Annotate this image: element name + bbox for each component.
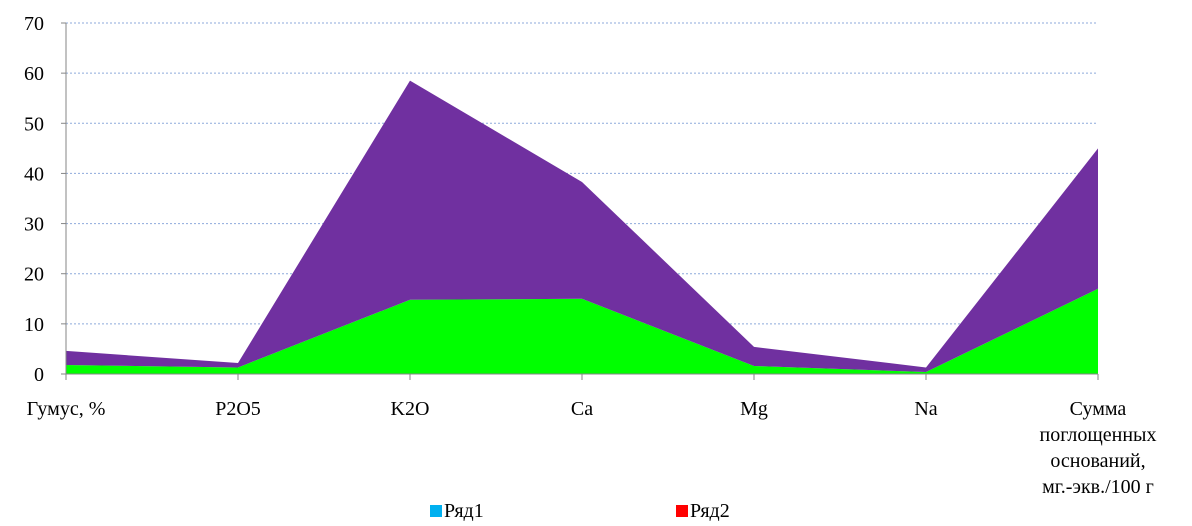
legend: Ряд1 Ряд2 (430, 500, 730, 522)
legend-label-2: Ряд2 (690, 500, 730, 522)
x-tick-label-line: K2O (391, 398, 430, 420)
x-tick-label-line: оснований, (1050, 450, 1145, 472)
legend-swatch-1 (430, 505, 442, 517)
x-tick-label: Na (914, 398, 937, 420)
x-tick-label: P2O5 (215, 398, 261, 420)
y-tick-label: 40 (24, 163, 44, 185)
x-tick-label-line: поглощенных (1040, 424, 1157, 446)
x-tick-label: Сумма поглощенных оснований, мг.-экв./100 г (1040, 398, 1157, 498)
y-tick-label: 60 (24, 63, 44, 85)
y-axis-ticks: 0 10 20 30 40 50 60 70 (24, 13, 66, 386)
x-tick-label-line: Сумма (1070, 398, 1127, 420)
x-tick-label-line: Mg (740, 398, 768, 420)
x-tick-label-line: Ca (571, 398, 593, 420)
y-tick-label: 20 (24, 264, 44, 286)
x-tick-label: K2O (391, 398, 430, 420)
x-tick-label-line: Na (914, 398, 937, 420)
y-tick-label: 10 (24, 314, 44, 336)
x-tick-label: Ca (571, 398, 593, 420)
y-tick-label: 0 (34, 364, 44, 386)
x-axis-ticks: Гумус, % P2O5 K2O Ca Mg Na Сумма поглощенных осн… (27, 374, 1157, 498)
legend-label-1: Ряд1 (444, 500, 484, 522)
y-tick-label: 30 (24, 214, 44, 236)
series-area-2 (66, 80, 1098, 372)
series-area-1 (66, 288, 1098, 374)
y-tick-label: 50 (24, 113, 44, 135)
x-tick-label: Mg (740, 398, 768, 420)
legend-swatch-2 (676, 505, 688, 517)
x-tick-label-line: P2O5 (215, 398, 261, 420)
plot-areas (66, 80, 1098, 374)
y-tick-label: 70 (24, 13, 44, 35)
x-tick-label: Гумус, % (27, 398, 106, 420)
x-tick-label-line: Гумус, % (27, 398, 106, 420)
x-tick-label-line: мг.-экв./100 г (1042, 476, 1154, 498)
